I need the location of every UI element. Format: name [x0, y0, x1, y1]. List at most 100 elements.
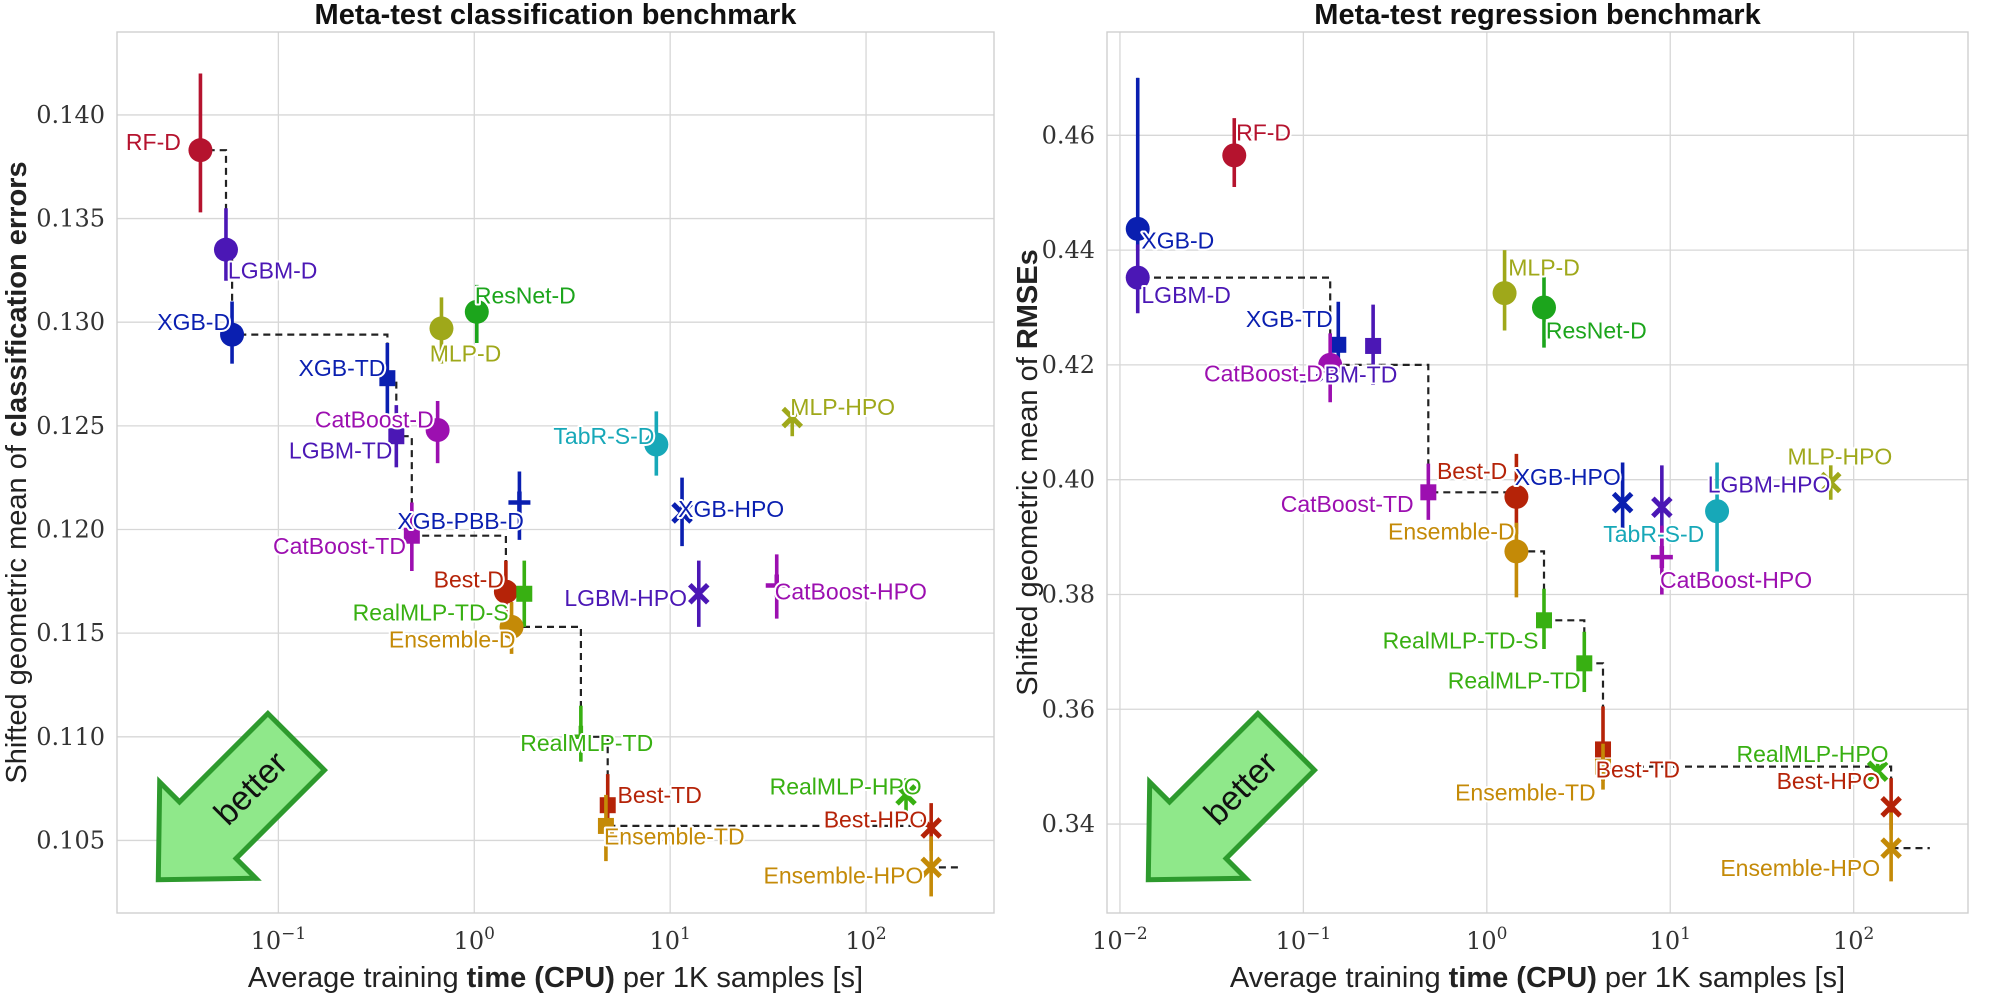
circle-marker	[1504, 484, 1529, 509]
better-badge: better	[155, 710, 328, 883]
x-marker	[1651, 496, 1673, 518]
y-axis-label: Shifted geometric mean of RMSEs	[1012, 249, 1044, 696]
x-marker	[1611, 491, 1634, 514]
square-marker	[379, 370, 396, 387]
y-tick-label: 0.110	[36, 723, 105, 751]
point-mlp-hpo	[1819, 465, 1842, 500]
x-marker	[895, 784, 917, 806]
point-mlp-d	[429, 297, 454, 364]
point-ensemble-td	[597, 794, 614, 862]
point-label-lgbm-td: LGBM-TD	[289, 438, 393, 464]
circle-marker	[188, 138, 213, 163]
point-label-best-d: Best-D	[1437, 458, 1507, 484]
point-label-mlp-hpo: MLP-HPO	[1788, 444, 1893, 470]
y-tick-label: 0.42	[1042, 351, 1095, 379]
regression-panel: 10−2 10−1 100 101 102 0.34 0.36 0.38 0.40 0.42 0.4…	[1012, 0, 1969, 994]
x-tick-label: 10−2	[1092, 924, 1148, 955]
point-label-best-hpo: Best-HPO	[1777, 768, 1881, 794]
x-marker	[1819, 471, 1842, 494]
point-label-mlp-hpo: MLP-HPO	[790, 394, 895, 420]
circle-marker	[1125, 216, 1150, 241]
point-label-rf-d: RF-D	[1236, 119, 1291, 145]
square-marker	[1595, 758, 1612, 775]
point-label-best-td: Best-TD	[618, 782, 702, 808]
point-realmlp-td-s	[1535, 588, 1552, 649]
point-catboost-hpo	[765, 554, 788, 619]
circle-marker	[1504, 539, 1529, 564]
point-label-best-td: Best-TD	[1596, 757, 1680, 783]
point-catboost-d	[425, 400, 450, 464]
circle-marker	[464, 299, 489, 324]
chart-title: Meta-test classification benchmark	[315, 0, 798, 31]
point-label-xgb-hpo: XGB-HPO	[1515, 464, 1621, 490]
point-realmlp-hpo	[895, 778, 917, 812]
point-label-rf-d: RF-D	[126, 129, 181, 155]
point-label-realmlp-hpo: RealMLP-HPO	[770, 774, 922, 800]
point-realmlp-td	[1576, 631, 1593, 693]
y-tick-label: 0.115	[36, 619, 105, 647]
plus-marker	[1650, 546, 1673, 569]
point-label-xgb-d: XGB-D	[157, 309, 230, 335]
point-label-lgbm-hpo: LGBM-HPO	[564, 585, 687, 611]
circle-marker	[425, 418, 450, 443]
square-marker	[1576, 655, 1593, 672]
point-xgb-td	[379, 342, 396, 416]
x-marker	[781, 406, 804, 429]
circle-marker	[220, 322, 245, 347]
point-mlp-d	[1492, 250, 1517, 331]
circle-marker	[1492, 281, 1517, 306]
point-mlp-hpo	[781, 400, 804, 437]
circle-marker	[493, 579, 518, 604]
x-tick-label: 102	[1833, 924, 1874, 955]
x-marker	[1880, 837, 1902, 859]
x-tick-label: 102	[845, 924, 886, 955]
point-xgb-pbb-d	[508, 471, 531, 540]
point-label-catboost-hpo: CatBoost-HPO	[1660, 567, 1812, 593]
point-lgbm-hpo	[688, 560, 710, 627]
y-tick-label: 0.135	[36, 205, 105, 233]
point-label-best-hpo: Best-HPO	[824, 807, 928, 833]
point-catboost-td	[403, 502, 420, 571]
point-label-ensemble-d: Ensemble-D	[1388, 518, 1515, 544]
point-lgbm-d	[213, 208, 238, 281]
point-tabr-s-d	[1705, 462, 1730, 572]
point-label-realmlp-td-s: RealMLP-TD-S	[1383, 627, 1539, 653]
x-tick-label: 100	[1466, 924, 1507, 955]
point-resnet-d	[464, 284, 489, 343]
y-tick-label: 0.130	[36, 308, 105, 336]
point-label-xgb-td: XGB-TD	[299, 355, 386, 381]
circle-marker	[1318, 352, 1343, 377]
square-marker	[403, 527, 420, 544]
y-tick-label: 0.125	[36, 412, 105, 440]
y-tick-label: 0.36	[1042, 695, 1095, 723]
x-axis-label: Average training time (CPU) per 1K sampl…	[1230, 962, 1845, 994]
x-tick-label: 101	[1650, 924, 1691, 955]
point-resnet-d	[1531, 275, 1556, 348]
point-label-ensemble-td: Ensemble-TD	[1455, 779, 1596, 805]
y-tick-label: 0.105	[36, 826, 105, 854]
point-label-xgb-d: XGB-D	[1141, 227, 1214, 253]
point-label-catboost-td: CatBoost-TD	[273, 533, 406, 559]
point-label-ensemble-hpo: Ensemble-HPO	[1720, 855, 1880, 881]
circle-marker	[499, 614, 524, 639]
y-tick-label: 0.46	[1042, 121, 1095, 149]
point-best-d	[1504, 453, 1529, 535]
point-label-ensemble-hpo: Ensemble-HPO	[764, 863, 924, 889]
circle-marker	[644, 432, 669, 457]
point-label-catboost-hpo: CatBoost-HPO	[775, 579, 927, 605]
x-tick-label: 10−1	[1276, 924, 1332, 955]
point-label-catboost-d: CatBoost-D	[315, 407, 434, 433]
square-marker	[388, 428, 405, 445]
point-tabr-s-d	[644, 411, 669, 476]
square-marker	[1365, 337, 1382, 354]
point-label-ensemble-td: Ensemble-TD	[604, 823, 745, 849]
point-label-xgb-hpo: XGB-HPO	[678, 496, 784, 522]
point-label-resnet-d: ResNet-D	[475, 282, 576, 308]
point-ensemble-d	[1504, 522, 1529, 598]
y-tick-label: 0.38	[1042, 580, 1095, 608]
point-lgbm-td	[1365, 304, 1382, 385]
point-xgb-hpo	[1611, 462, 1634, 543]
point-label-catboost-d: CatBoost-D	[1204, 360, 1323, 386]
circle-marker	[1531, 295, 1556, 320]
